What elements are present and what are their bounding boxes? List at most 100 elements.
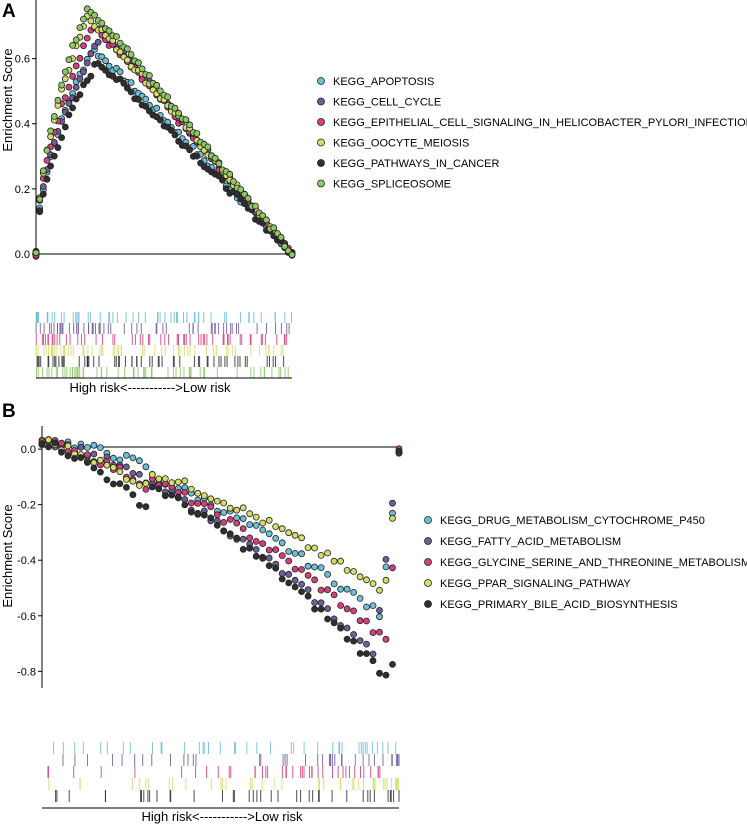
data-point [161, 475, 169, 483]
legend-label: KEGG_GLYCINE_SERINE_AND_THREONINE_METABO… [440, 557, 747, 569]
data-point [291, 565, 299, 573]
data-point [317, 605, 325, 613]
panel-a-legend: KEGG_APOPTOSIS KEGG_CELL_CYCLE KEGG_EPITHE… [317, 76, 747, 191]
data-point [69, 72, 76, 80]
data-point [207, 514, 215, 522]
data-point [382, 556, 390, 563]
legend-label: KEGG_EPITHELIAL_CELL_SIGNALING_IN_HELICO… [333, 117, 747, 129]
panel-b-rank-caption: High risk<----------->Low risk [141, 809, 303, 824]
data-point [330, 619, 338, 627]
data-point [265, 516, 273, 524]
data-point [376, 669, 383, 677]
data-point [220, 527, 228, 535]
data-point [272, 546, 280, 553]
data-point [207, 495, 215, 503]
data-point [226, 170, 234, 178]
data-point [369, 629, 377, 636]
panel-a: A Enrichment Score 0.0 0.2 0.4 0.6 High ris… [0, 0, 747, 395]
data-point [278, 525, 286, 533]
legend-key [424, 537, 432, 545]
data-point [272, 564, 280, 572]
legend-key [317, 138, 325, 147]
data-point [129, 477, 137, 485]
data-point [337, 585, 345, 593]
data-point [285, 570, 293, 578]
data-point [174, 478, 182, 486]
data-point [272, 535, 280, 542]
data-point [193, 130, 201, 137]
data-point [317, 599, 325, 607]
data-point [382, 635, 390, 643]
data-point [311, 563, 319, 571]
data-point [363, 650, 370, 657]
data-point [142, 480, 150, 487]
data-point [65, 111, 73, 119]
data-point [215, 160, 223, 167]
data-point [61, 75, 69, 83]
data-point [153, 81, 161, 89]
data-point [156, 87, 164, 95]
data-point [369, 602, 377, 609]
data-point [350, 631, 358, 638]
data-point [220, 509, 228, 516]
data-point [213, 511, 221, 519]
panel-b-legend: KEGG_DRUG_METABOLISM_CYTOCHROME_P450 KEGG… [424, 515, 747, 611]
data-point [164, 93, 172, 101]
data-point [72, 62, 80, 70]
data-point [91, 11, 98, 19]
data-point [36, 195, 44, 203]
data-point [363, 603, 370, 611]
data-point [123, 475, 130, 483]
legend-key [317, 97, 325, 106]
data-point [187, 485, 195, 493]
data-point [50, 138, 58, 146]
data-point [138, 65, 146, 73]
data-point [102, 66, 109, 74]
legend-key [424, 579, 432, 587]
data-point [76, 54, 84, 62]
data-point [123, 463, 130, 471]
data-point [324, 549, 332, 557]
panel-a-label: A [2, 1, 16, 22]
data-point [239, 546, 247, 553]
legend-label: KEGG_DRUG_METABOLISM_CYTOCHROME_P450 [440, 515, 705, 527]
data-point [47, 133, 54, 141]
data-point [200, 492, 208, 500]
data-point [32, 249, 40, 257]
data-point [337, 602, 345, 609]
data-point [182, 116, 190, 124]
data-point [124, 45, 131, 53]
data-point [376, 586, 383, 594]
data-point [298, 566, 306, 573]
y-tick-label: -0.8 [17, 666, 36, 678]
data-point [376, 607, 383, 614]
legend-label: KEGG_PRIMARY_BILE_ACID_BIOSYNTHESIS [440, 599, 678, 611]
data-point [58, 448, 65, 456]
data-point [193, 152, 201, 160]
data-point [39, 190, 47, 198]
data-point [90, 441, 98, 449]
data-point [356, 617, 364, 625]
data-point [142, 95, 150, 103]
y-tick-label: -0.2 [17, 500, 36, 512]
data-point [239, 515, 247, 523]
data-point [64, 452, 72, 460]
data-point [123, 451, 130, 459]
data-point [127, 88, 135, 96]
data-point [168, 479, 176, 487]
y-tick-label: -0.4 [17, 555, 36, 567]
data-point [369, 580, 377, 587]
data-point [278, 539, 286, 547]
data-point [156, 116, 164, 124]
data-point [356, 650, 364, 657]
data-point [304, 592, 312, 600]
data-point [65, 99, 73, 107]
data-point [76, 75, 84, 83]
data-point [213, 497, 221, 505]
data-point [285, 529, 293, 537]
data-point [278, 552, 286, 559]
data-point [64, 442, 72, 450]
data-point [61, 123, 69, 131]
data-point [219, 176, 226, 184]
data-point [167, 126, 175, 134]
